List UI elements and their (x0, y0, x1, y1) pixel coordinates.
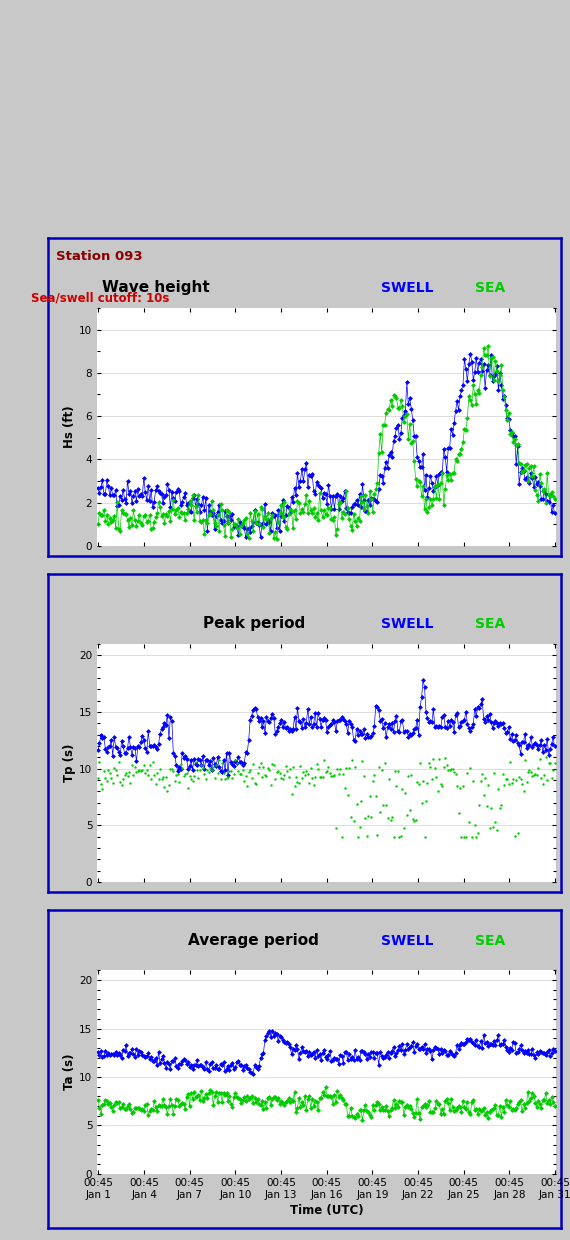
Text: Station 093: Station 093 (56, 250, 143, 263)
Text: Peak period: Peak period (202, 616, 305, 631)
Text: Wave height: Wave height (102, 280, 210, 295)
Y-axis label: Tp (s): Tp (s) (63, 744, 76, 782)
Y-axis label: Hs (ft): Hs (ft) (63, 405, 76, 449)
Text: SWELL: SWELL (381, 934, 434, 949)
Text: Average period: Average period (188, 934, 319, 949)
Text: SEA: SEA (474, 618, 505, 631)
Y-axis label: Ta (s): Ta (s) (63, 1054, 76, 1090)
Text: SEA: SEA (474, 934, 505, 949)
Text: SEA: SEA (474, 281, 505, 295)
Text: SWELL: SWELL (381, 281, 434, 295)
Text: Sea/swell cutoff: 10s: Sea/swell cutoff: 10s (31, 291, 169, 305)
Text: SWELL: SWELL (381, 618, 434, 631)
X-axis label: Time (UTC): Time (UTC) (290, 1204, 364, 1218)
